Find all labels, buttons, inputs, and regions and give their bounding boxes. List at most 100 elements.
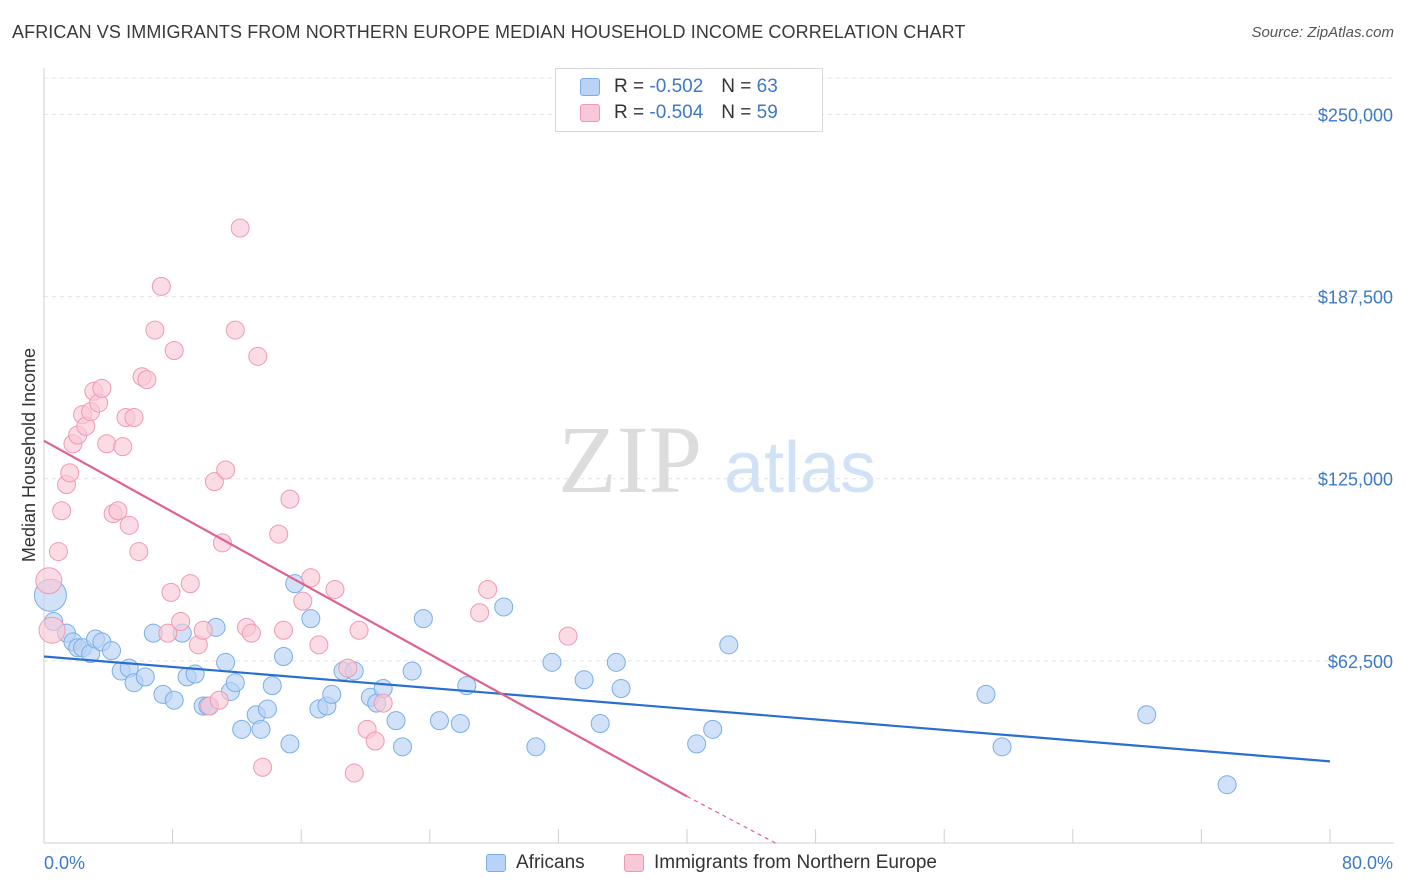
africans-point <box>687 734 707 754</box>
africans-point <box>251 719 271 739</box>
immigrants-point <box>161 582 181 602</box>
correlation-legend: R = -0.502 N = 63 R = -0.504 N = 59 <box>555 68 823 132</box>
immigrants-point <box>97 434 117 454</box>
immigrants-swatch <box>624 854 644 872</box>
n-label: N = <box>721 76 752 97</box>
africans-point <box>392 737 412 757</box>
immigrants-point <box>204 472 224 492</box>
africans-point <box>450 714 470 734</box>
africans-point <box>719 635 739 655</box>
x-tick-label: 0.0% <box>44 853 85 873</box>
immigrants-point <box>349 620 369 640</box>
africans-point <box>494 597 514 617</box>
africans-swatch <box>486 854 506 872</box>
africans-points <box>33 574 1237 795</box>
source-label: Source: ZipAtlas.com <box>1251 24 1394 41</box>
immigrants-point <box>52 501 72 521</box>
n-value-africans: 63 <box>756 76 778 97</box>
immigrants-point <box>209 690 229 710</box>
africans-trend-line <box>43 655 1331 763</box>
immigrants-point <box>225 320 245 340</box>
immigrants-point <box>180 574 200 594</box>
immigrants-point <box>309 635 329 655</box>
immigrants-point <box>338 658 358 678</box>
legend-item-immigrants[interactable]: Immigrants from Northern Europe <box>624 852 937 874</box>
n-label: N = <box>721 102 752 123</box>
immigrants-point <box>92 378 112 398</box>
legend-label-immigrants: Immigrants from Northern Europe <box>654 852 937 873</box>
series-legend: Africans Immigrants from Northern Europe <box>0 852 1406 878</box>
immigrants-point <box>212 533 232 553</box>
africans-point <box>274 646 294 666</box>
africans-point <box>164 690 184 710</box>
africans-point <box>216 652 236 672</box>
legend-item-africans[interactable]: Africans <box>486 852 585 874</box>
africans-point <box>280 734 300 754</box>
africans-point <box>232 719 252 739</box>
tick-labels: $62,500 $125,000 $187,500 $250,000 0.0% 80.0% <box>44 105 1393 873</box>
watermark-zip: ZIP <box>558 406 702 513</box>
immigrants-point <box>151 276 171 296</box>
immigrants-point <box>373 693 393 713</box>
africans-point <box>257 699 277 719</box>
immigrants-point <box>558 626 578 646</box>
immigrants-point <box>124 408 144 428</box>
immigrants-point <box>274 620 294 640</box>
immigrants-point <box>60 463 80 483</box>
r-value-immigrants: -0.504 <box>649 102 704 123</box>
africans-point <box>301 609 321 629</box>
immigrants-swatch <box>580 104 600 122</box>
africans-point <box>542 652 562 672</box>
immigrants-point <box>129 542 149 562</box>
africans-point <box>606 652 626 672</box>
immigrants-point <box>216 460 236 480</box>
watermark: ZIP atlas <box>558 406 876 513</box>
legend-label-africans: Africans <box>516 852 585 873</box>
immigrants-trend-extension <box>686 795 776 844</box>
immigrants-point <box>293 591 313 611</box>
immigrants-point <box>253 757 273 777</box>
immigrants-point <box>365 731 385 751</box>
immigrants-point <box>48 542 68 562</box>
immigrants-point <box>230 218 250 238</box>
y-tick-label: $250,000 <box>1318 105 1393 125</box>
immigrants-point <box>158 623 178 643</box>
africans-point <box>1217 775 1237 795</box>
n-value-immigrants: 59 <box>756 102 778 123</box>
axes <box>43 68 1394 844</box>
africans-point <box>1137 705 1157 725</box>
r-label: R = <box>614 102 645 123</box>
grid-lines <box>44 77 1394 662</box>
immigrants-point <box>269 524 289 544</box>
immigrants-point <box>108 501 128 521</box>
africans-point <box>262 676 282 696</box>
legend-row-africans: R = -0.502 N = 63 <box>580 75 778 99</box>
immigrants-point <box>113 437 133 457</box>
y-tick-label: $62,500 <box>1328 652 1393 672</box>
immigrants-point <box>145 320 165 340</box>
y-tick-label: $187,500 <box>1318 288 1393 308</box>
chart-title: AFRICAN VS IMMIGRANTS FROM NORTHERN EURO… <box>12 22 966 42</box>
africans-point <box>402 661 422 681</box>
immigrants-point <box>470 603 490 623</box>
immigrants-point <box>301 568 321 588</box>
watermark-atlas: atlas <box>724 428 876 508</box>
africans-point <box>135 667 155 687</box>
africans-point <box>386 711 406 731</box>
r-value-africans: -0.502 <box>649 76 704 97</box>
africans-point <box>992 737 1012 757</box>
y-axis-label: Median Household Income <box>19 348 39 562</box>
africans-swatch <box>580 78 600 96</box>
africans-point <box>611 679 631 699</box>
africans-point <box>225 673 245 693</box>
immigrants-point <box>137 370 157 390</box>
africans-point <box>526 737 546 757</box>
immigrants-point <box>171 612 191 632</box>
legend-row-immigrants: R = -0.504 N = 59 <box>580 101 778 125</box>
africans-point <box>322 684 342 704</box>
immigrants-point <box>248 346 268 366</box>
africans-point <box>429 711 449 731</box>
immigrants-point <box>38 616 66 644</box>
africans-point <box>102 641 122 661</box>
